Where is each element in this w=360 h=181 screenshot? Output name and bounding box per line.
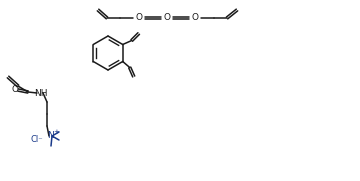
Text: O: O <box>163 14 171 22</box>
Text: +: + <box>53 129 59 135</box>
Text: O: O <box>192 14 198 22</box>
Text: N: N <box>48 132 54 140</box>
Text: O: O <box>12 85 18 94</box>
Text: O: O <box>135 14 143 22</box>
Text: NH: NH <box>34 89 48 98</box>
Text: Cl⁻: Cl⁻ <box>30 134 43 144</box>
